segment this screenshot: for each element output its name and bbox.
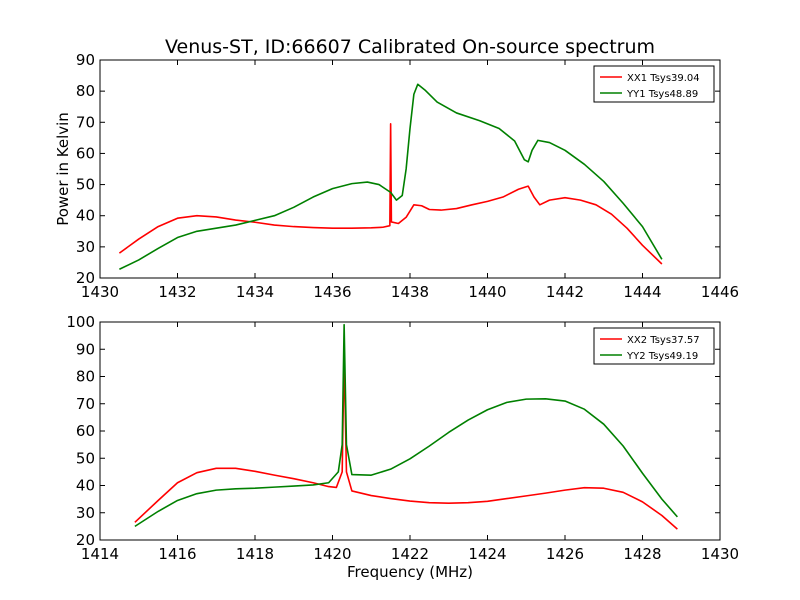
legend-box <box>593 327 715 365</box>
figure-title: Venus-ST, ID:66607 Calibrated On-source … <box>165 36 655 58</box>
x-tick-label: 1416 <box>158 545 196 563</box>
x-tick-label: 1426 <box>546 545 584 563</box>
y-tick-label: 50 <box>76 176 95 194</box>
y-tick-label: 90 <box>76 340 95 358</box>
x-tick-label: 1438 <box>391 283 429 301</box>
x-tick-label: 1444 <box>623 283 661 301</box>
legend-label: YY1 Tsys48.89 <box>626 89 698 100</box>
y-tick-label: 100 <box>66 313 95 331</box>
x-tick-label: 1436 <box>313 283 351 301</box>
y-tick-label: 80 <box>76 368 95 386</box>
y-tick-label: 60 <box>76 144 95 162</box>
series-line-2-2 <box>134 323 678 528</box>
x-tick-label: 1424 <box>468 545 506 563</box>
y-tick-label: 20 <box>76 531 95 549</box>
y-tick-label: 30 <box>76 504 95 522</box>
x-tick-label: 1418 <box>236 545 274 563</box>
y-tick-label: 60 <box>76 422 95 440</box>
y-tick-label: 70 <box>76 113 95 131</box>
x-axis-label: Frequency (MHz) <box>347 563 473 581</box>
x-tick-label: 1422 <box>391 545 429 563</box>
x-tick-label: 1434 <box>236 283 274 301</box>
y-tick-label: 40 <box>76 477 95 495</box>
series-line-1-1 <box>118 123 663 265</box>
x-tick-label: 1430 <box>81 283 119 301</box>
legend: XX2 Tsys37.57 YY2 Tsys49.19 <box>593 327 715 365</box>
y-tick-label: 70 <box>76 395 95 413</box>
y-tick-label: 50 <box>76 449 95 467</box>
y-tick-label: 90 <box>76 51 95 69</box>
series-line-1-2 <box>119 83 663 271</box>
legend-label: YY2 Tsys49.19 <box>626 351 698 362</box>
top-plot: 1430 1432 1434 1436 1438 1440 1442 1444 1446 20 30… <box>54 51 739 301</box>
y-tick-label: 80 <box>76 82 95 100</box>
legend-label: XX2 Tsys37.57 <box>627 335 700 346</box>
x-tick-label: 1428 <box>623 545 661 563</box>
y-axis-label: Power in Kelvin <box>54 112 72 226</box>
legend: XX1 Tsys39.04 YY1 Tsys48.89 <box>593 65 715 103</box>
y-tick-label: 40 <box>76 207 95 225</box>
x-tick-label: 1414 <box>81 545 119 563</box>
y-tick-label: 20 <box>76 269 95 287</box>
y-tick-label: 30 <box>76 238 95 256</box>
bottom-plot: 1414 1416 1418 1420 1422 1424 1426 1428 1430 20 30… <box>66 313 739 581</box>
legend-box <box>593 65 715 103</box>
x-tick-label: 1432 <box>158 283 196 301</box>
legend-label: XX1 Tsys39.04 <box>627 73 700 84</box>
x-tick-label: 1442 <box>546 283 584 301</box>
x-tick-label: 1420 <box>313 545 351 563</box>
x-tick-label: 1440 <box>468 283 506 301</box>
series-line-2-1 <box>134 353 678 530</box>
x-tick-label: 1430 <box>701 545 739 563</box>
x-tick-label: 1446 <box>701 283 739 301</box>
